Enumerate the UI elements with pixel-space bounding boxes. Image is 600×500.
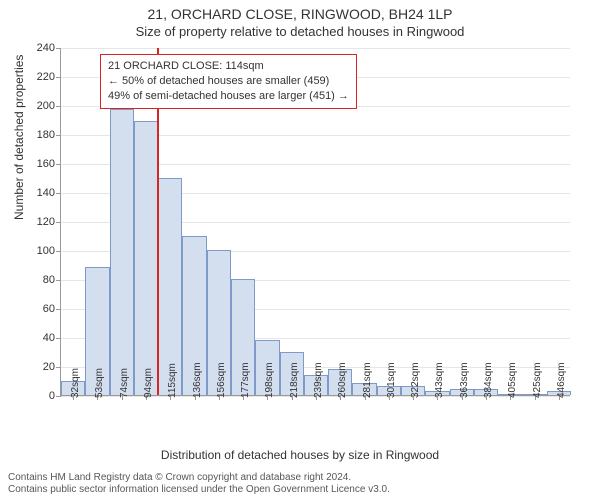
y-tick [56, 135, 61, 136]
histogram-bar [110, 109, 134, 395]
y-tick-label: 160 [25, 158, 55, 170]
x-tick-label: 405sqm [507, 362, 518, 398]
x-tick-label: 94sqm [143, 368, 154, 398]
y-tick-label: 120 [25, 216, 55, 228]
y-tick-label: 80 [25, 274, 55, 286]
footer-text: Contains HM Land Registry data © Crown c… [8, 472, 390, 496]
footer-line-1: Contains HM Land Registry data © Crown c… [8, 472, 390, 484]
x-tick-label: 218sqm [289, 362, 300, 398]
x-tick-label: 446sqm [556, 362, 567, 398]
x-tick-label: 239sqm [313, 362, 324, 398]
y-axis-label: Number of detached properties [12, 55, 26, 220]
x-tick-label: 53sqm [94, 368, 105, 398]
chart-area: 02040608010012014016018020022024032sqm53… [60, 48, 570, 396]
page-title-1: 21, ORCHARD CLOSE, RINGWOOD, BH24 1LP [0, 0, 600, 22]
y-tick [56, 309, 61, 310]
y-tick [56, 396, 61, 397]
y-tick [56, 77, 61, 78]
y-tick-label: 20 [25, 361, 55, 373]
y-tick [56, 164, 61, 165]
y-tick-label: 180 [25, 129, 55, 141]
y-tick-label: 100 [25, 245, 55, 257]
y-tick [56, 48, 61, 49]
x-tick-label: 425sqm [532, 362, 543, 398]
y-tick [56, 106, 61, 107]
x-tick-label: 74sqm [119, 368, 130, 398]
y-tick-label: 140 [25, 187, 55, 199]
x-axis-label: Distribution of detached houses by size … [0, 448, 600, 462]
gridline [61, 48, 570, 49]
x-tick-label: 301sqm [386, 362, 397, 398]
annotation-line-2: ← 50% of detached houses are smaller (45… [108, 74, 349, 89]
y-tick [56, 280, 61, 281]
x-tick-label: 156sqm [216, 362, 227, 398]
y-tick [56, 222, 61, 223]
y-tick-label: 200 [25, 100, 55, 112]
x-tick-label: 322sqm [410, 362, 421, 398]
annotation-line-1: 21 ORCHARD CLOSE: 114sqm [108, 59, 349, 74]
page-title-2: Size of property relative to detached ho… [0, 22, 600, 39]
x-tick-label: 136sqm [192, 362, 203, 398]
y-tick-label: 60 [25, 303, 55, 315]
footer-line-2: Contains public sector information licen… [8, 484, 390, 496]
y-tick-label: 0 [25, 390, 55, 402]
y-tick-label: 40 [25, 332, 55, 344]
x-tick-label: 260sqm [337, 362, 348, 398]
x-tick-label: 115sqm [167, 363, 178, 398]
x-tick-label: 363sqm [459, 362, 470, 398]
y-tick [56, 367, 61, 368]
x-tick-label: 32sqm [70, 368, 81, 398]
y-tick [56, 251, 61, 252]
y-tick [56, 193, 61, 194]
y-tick-label: 240 [25, 42, 55, 54]
annotation-line-3: 49% of semi-detached houses are larger (… [108, 89, 349, 104]
x-tick-label: 281sqm [362, 362, 373, 398]
y-tick-label: 220 [25, 71, 55, 83]
x-tick-label: 384sqm [483, 362, 494, 398]
x-tick-label: 198sqm [264, 362, 275, 398]
annotation-box: 21 ORCHARD CLOSE: 114sqm ← 50% of detach… [100, 54, 357, 109]
x-tick-label: 177sqm [240, 362, 251, 398]
y-tick [56, 338, 61, 339]
x-tick-label: 343sqm [434, 362, 445, 398]
histogram-bar [134, 121, 158, 395]
